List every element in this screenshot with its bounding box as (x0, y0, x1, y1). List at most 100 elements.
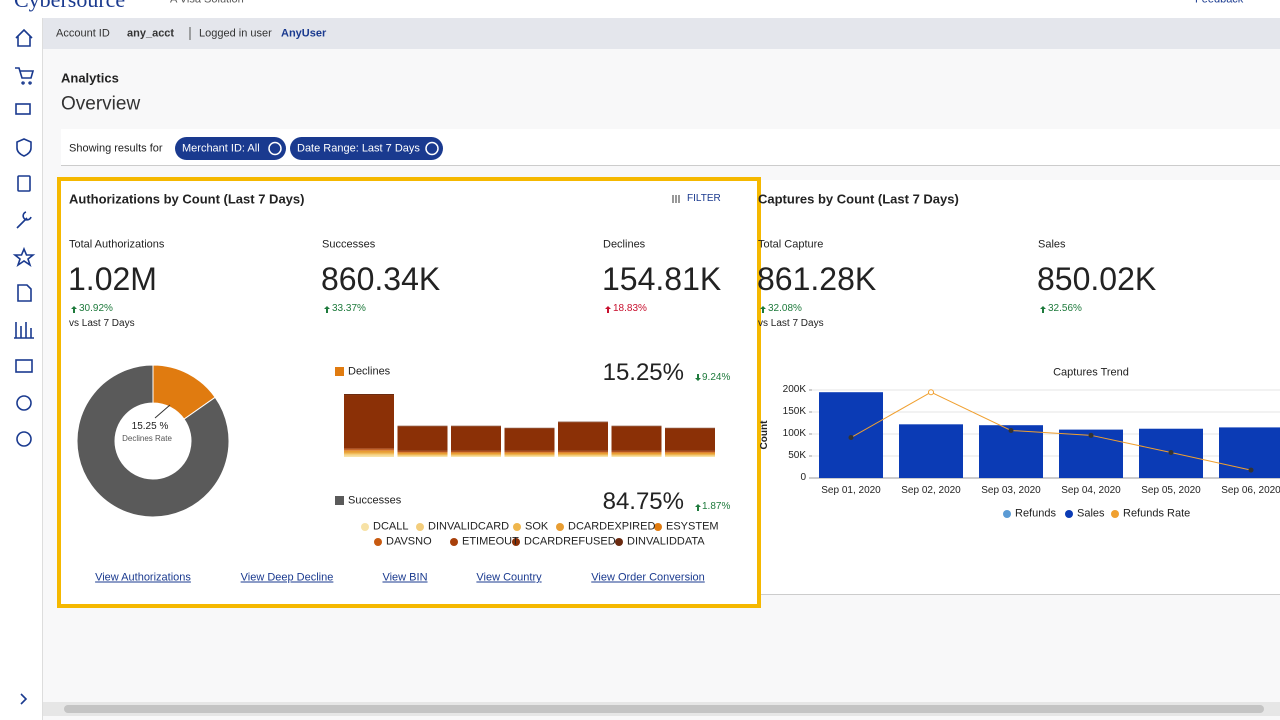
decline-bar-segment (397, 454, 448, 455)
decline-bar-segment (344, 453, 394, 456)
chart-title: Captures Trend (1053, 366, 1129, 379)
decline-bar-segment (558, 451, 608, 453)
decline-bar-segment (504, 451, 555, 453)
metric-label: Total Authorizations (69, 238, 165, 251)
x-tick-label: Sep 04, 2020 (1061, 485, 1121, 496)
nav-icon[interactable] (15, 103, 31, 115)
user: AnyUser (281, 27, 327, 40)
decline-bar-segment (611, 426, 662, 451)
decline-bar-segment (558, 455, 608, 457)
nav-icon[interactable] (15, 67, 35, 85)
brand: Cybersource (14, 0, 125, 11)
nav-icon[interactable] (12, 246, 36, 267)
nav-icon[interactable] (17, 175, 31, 192)
legend-swatch (335, 367, 344, 376)
view-link[interactable]: View BIN (382, 571, 428, 584)
decline-bar-segment (611, 452, 662, 453)
nav-icon[interactable] (16, 395, 32, 411)
view-link[interactable]: View Authorizations (95, 571, 191, 584)
trend-arrow (71, 306, 77, 313)
filter-chip-label[interactable]: Date Range: Last 7 Days (297, 142, 420, 155)
decline-bar-segment (451, 451, 501, 453)
x-tick-label: Sep 02, 2020 (901, 485, 961, 496)
trend-arrow (760, 306, 766, 313)
trend-arrow (605, 306, 611, 313)
filter-chip[interactable] (175, 137, 286, 160)
account-bar (43, 18, 1280, 49)
account-id: any_acct (127, 27, 175, 40)
legend-label: SOK (525, 520, 549, 533)
decline-bar-segment (558, 450, 608, 452)
metric-value: 154.81K (602, 261, 722, 297)
decline-bar-segment (665, 450, 715, 452)
decline-bar-segment (558, 422, 608, 451)
decline-bar-segment (397, 426, 448, 451)
scroll-thumb[interactable] (64, 705, 1264, 713)
decline-bar-segment (558, 421, 608, 423)
nav-icon[interactable] (16, 211, 32, 229)
decline-bar-segment (344, 455, 394, 457)
decline-bar-segment (344, 450, 394, 453)
metric-label: Declines (603, 238, 646, 251)
decline-bar-segment (665, 454, 715, 455)
account-id-label: Account ID (56, 27, 110, 40)
rate-value: 15.25% (602, 359, 684, 386)
view-link[interactable]: View Country (476, 571, 542, 584)
filter-chip[interactable] (290, 137, 443, 160)
metric-note: vs Last 7 Days (69, 318, 135, 329)
view-link[interactable]: View Deep Decline (240, 571, 334, 584)
trend-point (848, 435, 854, 441)
decline-bar-segment (611, 451, 662, 453)
decline-bar-segment (451, 454, 501, 455)
decline-bar-segment (451, 452, 501, 455)
metric-value: 850.02K (1037, 261, 1157, 297)
filter-chip-label[interactable]: Merchant ID: All (182, 142, 260, 155)
rate-value: 84.75% (602, 488, 684, 515)
nav-icon[interactable] (14, 322, 34, 339)
legend-label: Refunds (1015, 507, 1056, 520)
view-link[interactable]: View Order Conversion (591, 571, 705, 584)
feedback-link[interactable]: Feedback (1195, 0, 1243, 6)
capture-card (760, 180, 1280, 595)
filter-button[interactable]: FILTER (687, 193, 721, 204)
nav-icon[interactable] (15, 28, 33, 47)
metric-change: 32.56% (1048, 303, 1082, 314)
nav-icon[interactable] (20, 693, 28, 705)
y-tick-label: 50K (788, 450, 806, 461)
x-tick-label: Sep 03, 2020 (981, 485, 1041, 496)
section-title: Analytics (61, 70, 119, 86)
decline-bar-segment (344, 395, 394, 449)
legend-dot (1003, 510, 1011, 518)
decline-bar-segment (451, 455, 501, 457)
metric-value: 1.02M (68, 261, 157, 297)
nav-icon[interactable] (17, 284, 32, 302)
capture-bar (899, 424, 963, 478)
legend-dot (1065, 510, 1073, 518)
legend-dot (654, 523, 662, 531)
metric-change: 30.92% (79, 303, 113, 314)
decline-bar-segment (504, 452, 555, 453)
decline-bar-segment (558, 454, 608, 455)
decline-bar-segment (665, 451, 715, 453)
trend-arrow (1040, 306, 1046, 313)
legend-label: Refunds Rate (1123, 507, 1191, 520)
tagline: A Visa Solution (170, 0, 244, 6)
decline-bar-segment (504, 455, 555, 457)
decline-bar-segment (665, 427, 715, 429)
nav-icon[interactable] (16, 431, 32, 447)
x-tick-label: Sep 05, 2020 (1141, 485, 1201, 496)
decline-bar-segment (611, 455, 662, 457)
nav-icon[interactable] (16, 138, 32, 157)
decline-bar-segment (558, 452, 608, 453)
decline-bar-segment (397, 455, 448, 457)
nav-icon[interactable] (15, 359, 33, 373)
y-tick-label: 0 (800, 472, 806, 483)
decline-bar-segment (451, 426, 501, 451)
metric-label: Total Capture (758, 238, 824, 251)
card-title: Captures by Count (Last 7 Days) (758, 191, 959, 207)
x-tick-label: Sep 06, 2020 (1221, 485, 1280, 496)
trend-arrow (695, 504, 701, 511)
metric-label: Sales (1038, 238, 1066, 251)
legend-dot (615, 538, 623, 546)
